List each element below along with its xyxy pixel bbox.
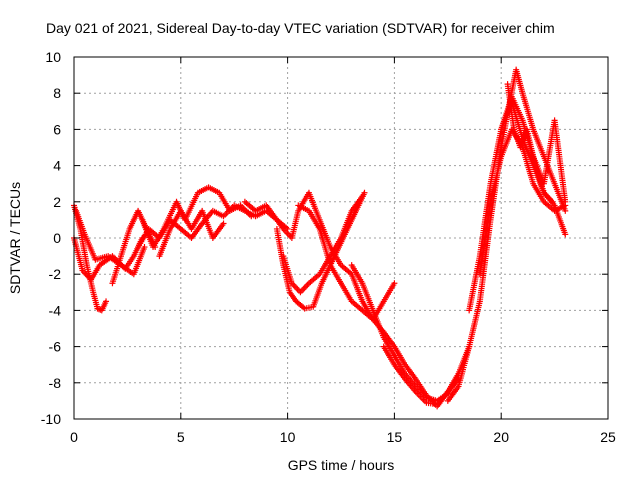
- y-tick-label: 8: [53, 85, 61, 101]
- y-tick-label: 6: [53, 121, 61, 137]
- y-tick-label: -4: [49, 302, 62, 318]
- series-arc-10: [280, 193, 366, 296]
- series-arc-11: [295, 202, 398, 323]
- x-axis-label: GPS time / hours: [288, 457, 395, 473]
- data-point: [361, 189, 368, 196]
- series-arc-13: [380, 343, 462, 408]
- data-point: [391, 280, 398, 287]
- y-tick-label: -10: [41, 411, 61, 427]
- series-arc-8: [241, 189, 473, 410]
- data-point: [103, 298, 110, 305]
- x-tick-label: 0: [70, 429, 78, 445]
- y-tick-label: -8: [49, 375, 62, 391]
- series-arc-12: [348, 262, 462, 404]
- x-tick-label: 15: [387, 429, 403, 445]
- y-tick-label: -6: [49, 339, 62, 355]
- y-tick-label: 10: [45, 49, 61, 65]
- series-arc-18: [504, 81, 556, 205]
- x-tick-label: 5: [177, 429, 185, 445]
- data-point: [248, 213, 255, 220]
- x-tick-label: 25: [600, 429, 616, 445]
- data-point: [220, 220, 227, 227]
- chart-title: Day 021 of 2021, Sidereal Day-to-day VTE…: [46, 20, 555, 36]
- data-point: [562, 207, 569, 214]
- data-point: [549, 198, 556, 205]
- data-point: [562, 198, 569, 205]
- data-point: [562, 231, 569, 238]
- x-tick-label: 20: [493, 429, 509, 445]
- y-tick-label: 0: [53, 230, 61, 246]
- data-markers: [71, 66, 569, 410]
- y-tick-label: 4: [53, 158, 61, 174]
- series-arc-7: [156, 207, 227, 260]
- x-tick-label: 10: [280, 429, 296, 445]
- y-axis-label: SDTVAR / TECUs: [7, 182, 23, 294]
- y-tick-label: -2: [49, 266, 62, 282]
- data-point: [359, 193, 366, 200]
- y-tick-label: 2: [53, 194, 61, 210]
- data-point: [141, 244, 148, 251]
